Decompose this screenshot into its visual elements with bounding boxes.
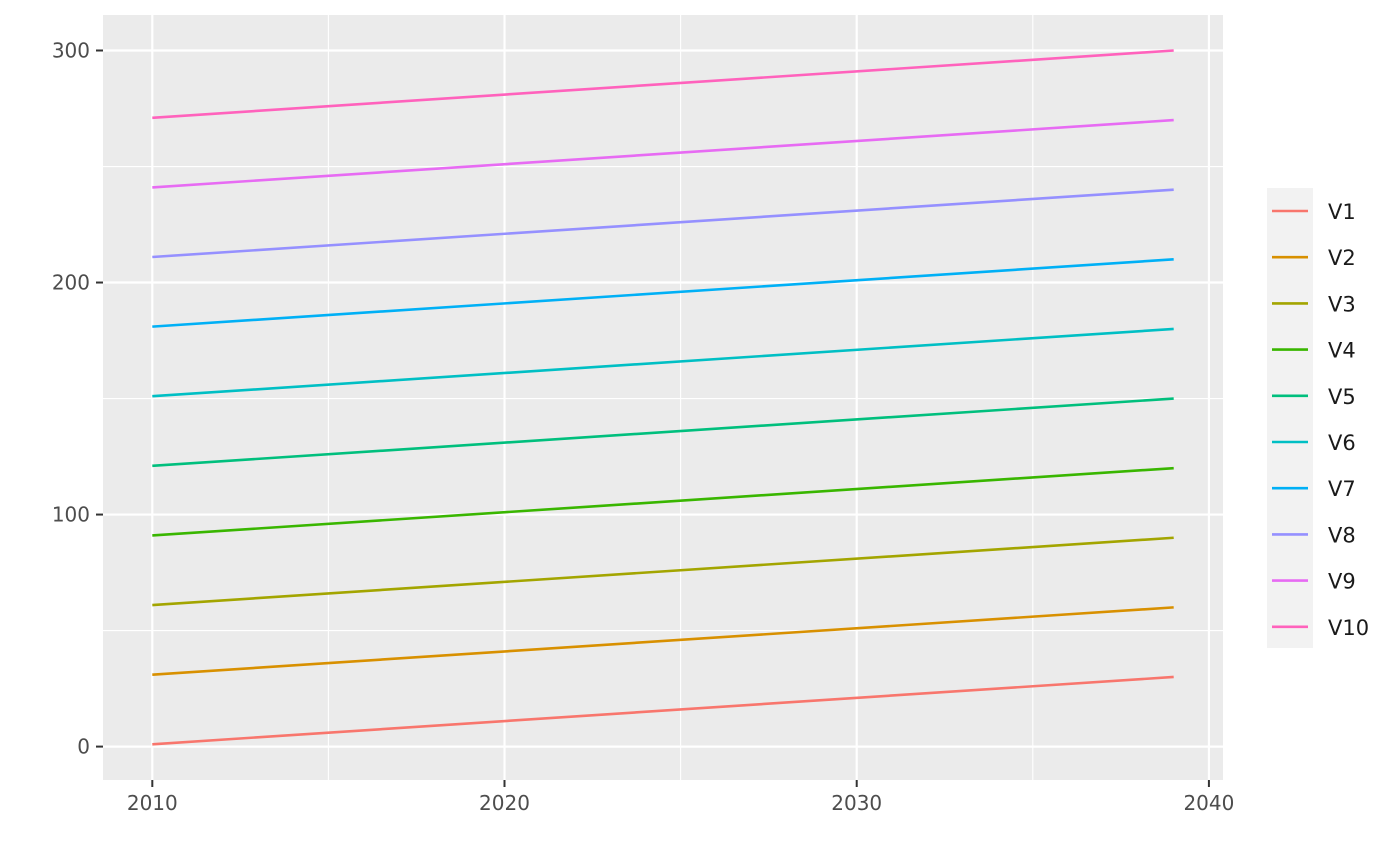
series-line-v1 (152, 675, 1174, 746)
x-tick-label: 2030 (831, 791, 882, 815)
x-tick-label: 2020 (479, 791, 530, 815)
y-tick-label: 0 (77, 735, 90, 759)
x-tick-label: 2040 (1183, 791, 1234, 815)
series-line-v8 (152, 188, 1174, 259)
series-line-v3 (152, 536, 1174, 607)
legend-label-v4: V4 (1328, 339, 1356, 363)
series-line-v4 (152, 466, 1174, 537)
series-line-v10 (152, 49, 1174, 120)
y-tick-label: 100 (52, 503, 90, 527)
minor-gridlines (103, 15, 1223, 780)
legend-label-v3: V3 (1328, 292, 1356, 316)
series-line-v2 (152, 606, 1174, 676)
legend-label-v9: V9 (1328, 570, 1356, 594)
series-line-v5 (152, 397, 1174, 468)
legend-label-v10: V10 (1328, 616, 1369, 640)
series-line-v7 (152, 258, 1174, 328)
x-axis: 2010 2020 2030 2040 (127, 780, 1234, 815)
plot-panel (103, 15, 1223, 780)
x-tick-label: 2010 (127, 791, 178, 815)
legend-background (1267, 188, 1313, 648)
series-line-v9 (152, 118, 1174, 189)
series-line-v6 (152, 327, 1174, 398)
major-gridlines (103, 15, 1223, 780)
y-tick-label: 200 (52, 271, 90, 295)
y-tick-label: 300 (52, 39, 90, 63)
y-axis: 0 100 200 300 (52, 39, 103, 759)
legend-label-v2: V2 (1328, 246, 1356, 270)
legend-label-v5: V5 (1328, 385, 1356, 409)
legend-label-v1: V1 (1328, 200, 1356, 224)
legend-label-v7: V7 (1328, 477, 1356, 501)
series-lines (152, 49, 1174, 746)
legend-label-v6: V6 (1328, 431, 1356, 455)
legend-label-v8: V8 (1328, 523, 1356, 547)
legend: V1 V2 V3 V4 V5 V6 V7 V8 V9 V10 (1267, 188, 1369, 648)
